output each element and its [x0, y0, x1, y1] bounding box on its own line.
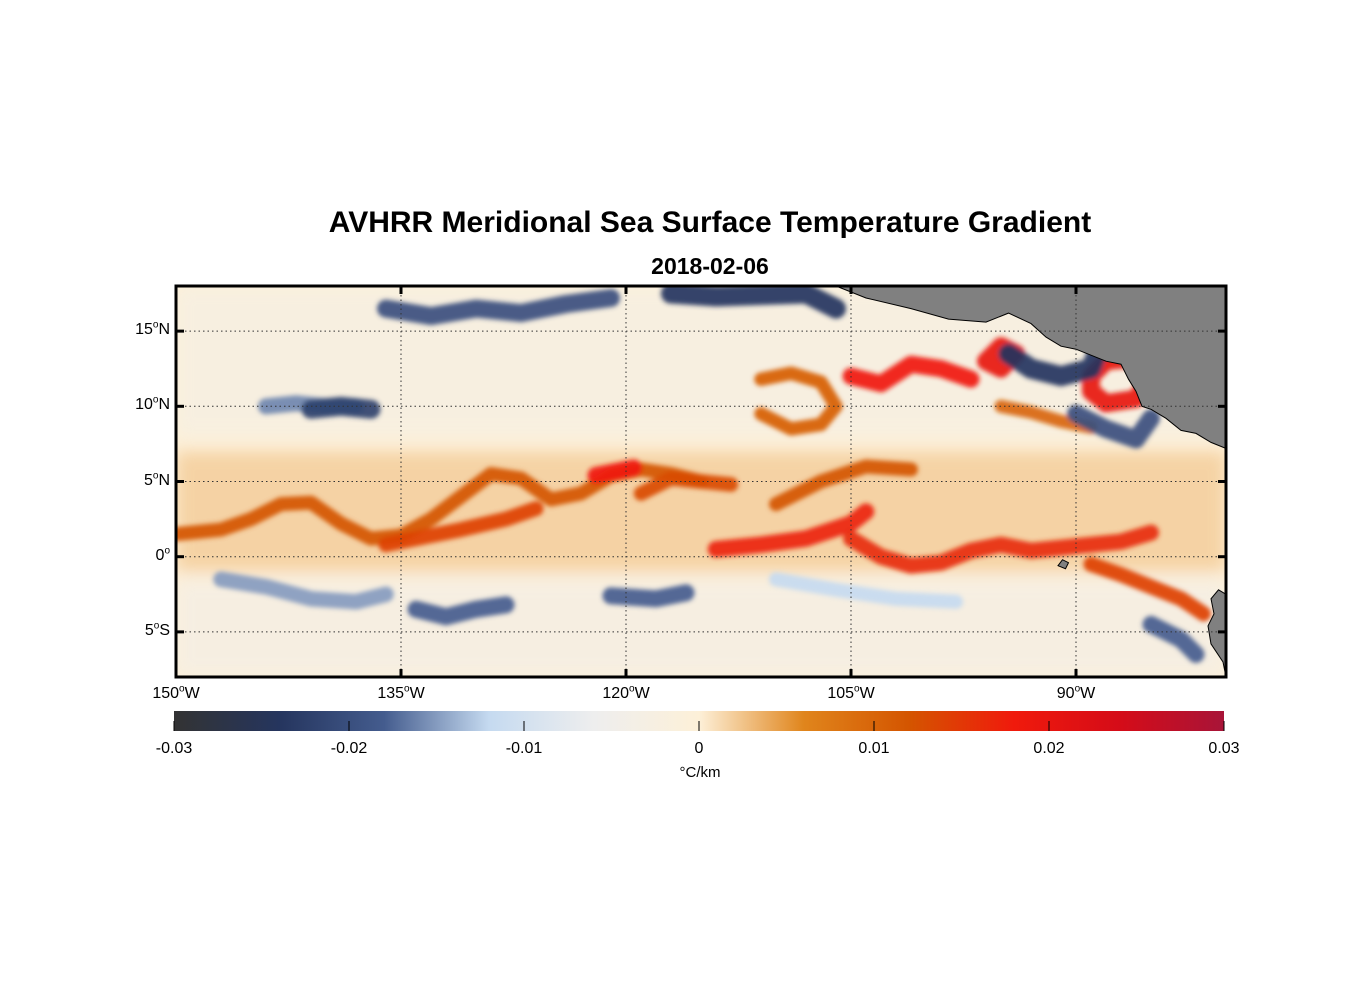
front-2 — [587, 459, 642, 484]
frame-ticks — [174, 286, 1226, 677]
chart-title: AVHRR Meridional Sea Surface Temperature… — [328, 206, 1092, 239]
colorbar-ticks — [173, 721, 1225, 731]
lon-tick-label: 120oW — [602, 683, 650, 702]
front-3 — [633, 471, 739, 501]
colorbar-unit: °C/km — [679, 764, 721, 781]
front-23 — [769, 572, 963, 609]
colorbar-tick-label: 0 — [694, 740, 704, 757]
front-16 — [661, 286, 846, 319]
chart-subtitle: 2018-02-06 — [651, 253, 769, 279]
lat-tick-label: 10oN — [135, 394, 170, 414]
front-14 — [1067, 404, 1160, 449]
front-7 — [1083, 556, 1211, 622]
lon-tick-label: 135oW — [377, 683, 425, 702]
colorbar-tick-label: -0.02 — [330, 740, 368, 757]
colorbar-tick-label: -0.01 — [505, 740, 543, 757]
lon-tick-label: 90oW — [1056, 683, 1096, 702]
front-15 — [377, 289, 620, 326]
front-21 — [301, 396, 381, 419]
front-11 — [754, 366, 843, 436]
front-13 — [998, 339, 1109, 387]
front-22 — [1142, 615, 1205, 663]
front-17 — [407, 596, 515, 626]
front-6 — [843, 524, 1159, 574]
lon-tick-label: 150oW — [152, 683, 200, 702]
colorbar-tick-label: 0.02 — [1033, 740, 1065, 757]
lat-tick-label: 5oN — [143, 470, 170, 489]
lat-tick-label: 0o — [155, 545, 170, 564]
colorbar-tick-label: 0.01 — [858, 740, 890, 757]
front-18 — [602, 584, 695, 608]
front-4 — [707, 503, 875, 558]
colorbar-tick-label: -0.03 — [155, 740, 193, 757]
front-5 — [769, 459, 918, 512]
front-layer — [176, 286, 1211, 663]
lat-tick-label: 15oN — [135, 319, 170, 339]
front-12 — [994, 399, 1098, 434]
lon-tick-label: 105oW — [827, 683, 875, 702]
colorbar-tick-label: 0.03 — [1208, 740, 1240, 757]
front-19 — [213, 571, 394, 610]
land-galapagos — [1057, 559, 1070, 570]
front-1 — [378, 501, 544, 553]
front-8 — [842, 355, 980, 393]
sst-gradient-field — [176, 286, 1226, 677]
land-mexico — [835, 286, 1226, 449]
lat-tick-label: 5oS — [144, 620, 170, 639]
